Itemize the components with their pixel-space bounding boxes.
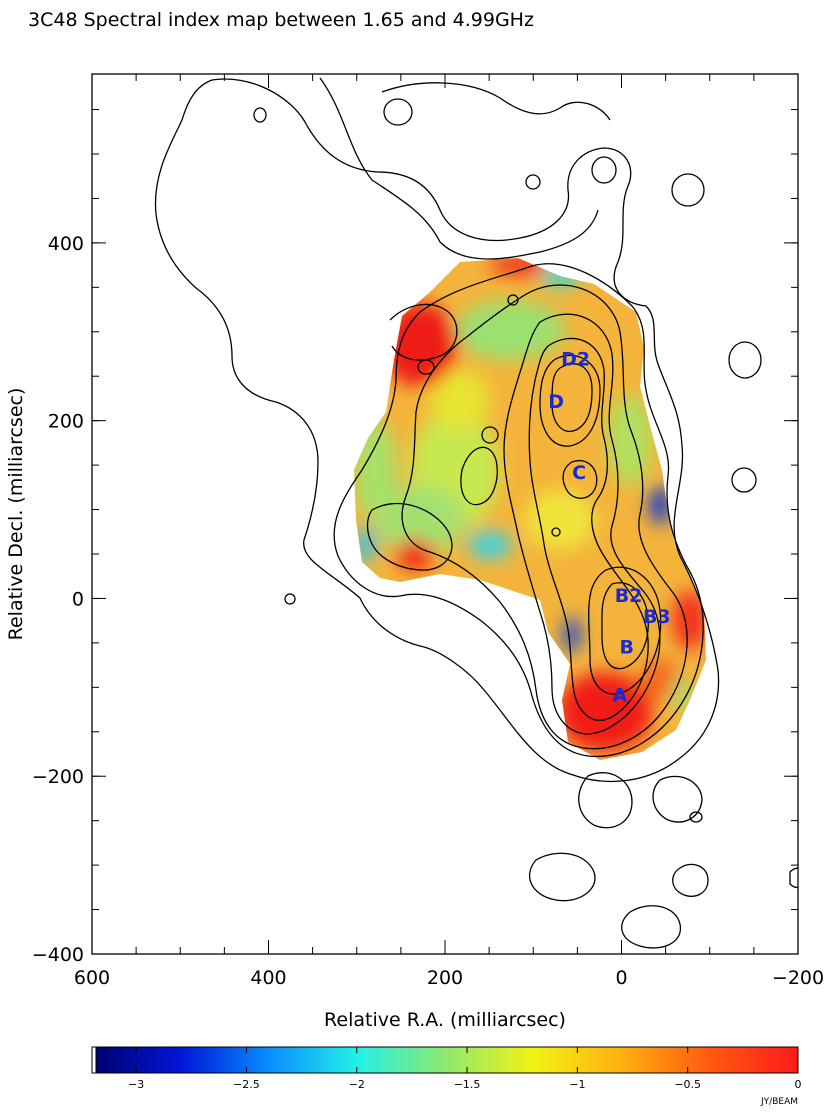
- colorbar: −3 −2.5 −2 −1.5 −1 −0.5 0 JY/BEAM: [91, 1046, 802, 1107]
- colorbar-ticks: −3 −2.5 −2 −1.5 −1 −0.5 0: [91, 1046, 802, 1091]
- map-blob-red-se: [640, 658, 680, 702]
- map-blob-red-sw: [395, 539, 435, 571]
- contour-fourth: [503, 313, 661, 735]
- colorbar-unit: JY/BEAM: [760, 1097, 798, 1107]
- contour-fifth: [528, 337, 649, 721]
- contour-island-1: [383, 98, 413, 126]
- contour-outer-1: [154, 78, 720, 783]
- map-blob-red-e: [672, 590, 706, 650]
- y-axis: −400 −200 0 200 400: [32, 109, 798, 966]
- contour-south-5: [652, 775, 703, 823]
- map-blob-green-sw: [375, 485, 465, 555]
- contour-island-6: [728, 341, 762, 379]
- colorbar-tick-label: −1.5: [454, 1078, 481, 1091]
- y-tick-label: 0: [72, 588, 84, 610]
- contour-island-3: [525, 174, 541, 190]
- contour-south-4: [672, 863, 709, 897]
- contour-island-7: [731, 467, 757, 493]
- y-tick-label: 200: [48, 411, 84, 433]
- map-blob-green-nw: [455, 300, 565, 360]
- contour-west-3: [366, 502, 453, 571]
- component-label: A: [612, 684, 627, 706]
- contour-second: [333, 263, 704, 758]
- x-tick-label: −200: [772, 967, 824, 989]
- contour-west-1: [389, 303, 458, 361]
- map-blob-yellow-n: [430, 370, 490, 430]
- contour-south-1: [578, 772, 633, 829]
- component-label: C: [572, 462, 586, 484]
- map-blob-green-e: [608, 395, 652, 485]
- colorbar-gradient: [91, 1046, 799, 1074]
- x-tick-label: 0: [615, 967, 627, 989]
- contour-outer-3: [381, 82, 611, 121]
- spectral-index-map: [354, 258, 706, 760]
- x-axis-label: Relative R.A. (milliarcsec): [324, 1009, 566, 1031]
- contour-b-outer: [588, 566, 662, 695]
- contour-south-2: [528, 852, 596, 902]
- contour-island-13: [551, 527, 561, 537]
- contour-island-12: [689, 811, 703, 823]
- colorbar-tick-label: −2: [349, 1078, 365, 1091]
- map-blob-green-w: [354, 420, 397, 520]
- map-blob-cyan-n: [540, 263, 580, 287]
- contour-island-4: [591, 156, 617, 184]
- component-label: D: [548, 391, 564, 413]
- map-blob-red-a: [557, 672, 653, 752]
- colorbar-tick-label: −2.5: [233, 1078, 260, 1091]
- contour-south-3: [621, 905, 681, 949]
- y-tick-label: −400: [32, 944, 84, 966]
- contour-island-10: [507, 294, 519, 306]
- component-label: B: [620, 636, 634, 658]
- colorbar-tick-label: −0.5: [674, 1078, 701, 1091]
- contour-third: [401, 284, 688, 750]
- contour-d2-inner: [539, 354, 601, 447]
- colorbar-blank-cap: [91, 1046, 97, 1074]
- contour-island-5: [671, 173, 705, 207]
- x-tick-label: 200: [427, 967, 463, 989]
- x-tick-label: 400: [250, 967, 286, 989]
- contour-outer-2: [319, 77, 599, 260]
- contour-d-core: [551, 363, 593, 432]
- y-axis-label: Relative Decl. (milliarcsec): [5, 388, 27, 641]
- colorbar-tick-label: 0: [795, 1078, 802, 1091]
- map-blob-cyan-sw: [468, 531, 512, 559]
- map-blob-blue-s: [563, 617, 581, 653]
- contour-island-2: [253, 107, 267, 123]
- map-blob-red-nw: [382, 303, 458, 387]
- component-label: B2: [615, 585, 643, 607]
- map-blob-red-n: [490, 258, 550, 277]
- map-blob-blue-e: [649, 485, 671, 525]
- contour-c-core: [562, 460, 598, 499]
- x-axis: 600 400 200 0 −200: [74, 74, 824, 989]
- contour-b-inner: [601, 582, 649, 670]
- y-tick-label: −200: [32, 766, 84, 788]
- colorbar-tick-label: −1: [569, 1078, 585, 1091]
- contour-island-9: [481, 426, 499, 444]
- y-tick-label: 400: [48, 233, 84, 255]
- colorbar-tick-label: −3: [128, 1078, 144, 1091]
- contour-island-11: [284, 593, 296, 605]
- intensity-contours: [154, 77, 798, 949]
- component-label: D2: [561, 348, 590, 370]
- map-blob-green-s: [672, 677, 692, 713]
- x-tick-label: 600: [74, 967, 110, 989]
- component-label: B3: [643, 606, 671, 628]
- contour-edge-east: [789, 867, 798, 889]
- contour-west-2: [460, 446, 498, 506]
- chart-title: 3C48 Spectral index map between 1.65 and…: [28, 9, 534, 31]
